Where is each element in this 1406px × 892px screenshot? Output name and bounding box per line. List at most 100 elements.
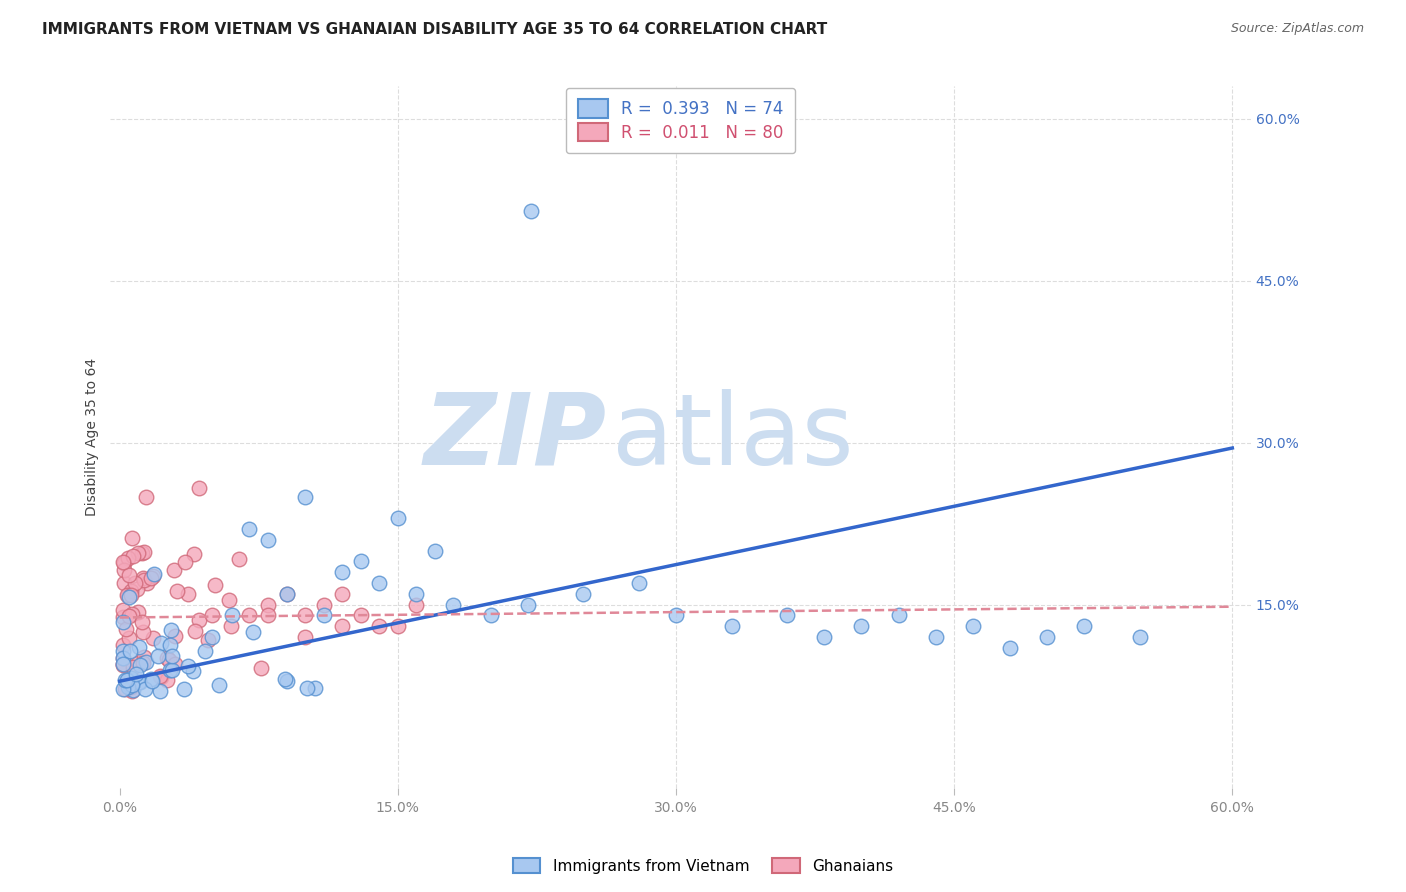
Point: [112, 638, 135, 652]
Point: [131, 547, 153, 561]
Point: [114, 622, 136, 636]
Point: [312, 598, 335, 612]
Point: [162, 663, 184, 677]
Point: [149, 683, 172, 698]
Point: [851, 619, 873, 633]
Point: [132, 625, 155, 640]
Point: [131, 656, 153, 670]
Point: [238, 608, 260, 623]
Point: [122, 549, 145, 564]
Point: [127, 656, 149, 670]
Point: [188, 613, 211, 627]
Point: [118, 678, 141, 692]
Point: [188, 481, 211, 495]
Point: [1129, 630, 1152, 644]
Point: [330, 619, 353, 633]
Point: [141, 673, 163, 688]
Point: [118, 568, 141, 582]
Point: [141, 672, 163, 686]
Point: [813, 630, 835, 644]
Point: [117, 550, 139, 565]
Point: [112, 615, 135, 629]
Point: [1036, 630, 1059, 644]
Point: [121, 607, 143, 621]
Point: [115, 588, 138, 602]
Point: [146, 648, 169, 663]
Point: [132, 650, 155, 665]
Point: [156, 651, 179, 665]
Point: [274, 672, 297, 686]
Point: [166, 583, 188, 598]
Point: [112, 555, 135, 569]
Point: [112, 610, 135, 624]
Point: [150, 670, 173, 684]
Point: [304, 681, 326, 696]
Point: [117, 588, 139, 602]
Point: [387, 619, 409, 633]
Point: [276, 673, 298, 688]
Y-axis label: Disability Age 35 to 64: Disability Age 35 to 64: [86, 359, 100, 516]
Point: [135, 491, 157, 505]
Point: [120, 680, 142, 694]
Point: [132, 573, 155, 587]
Point: [201, 608, 224, 623]
Point: [257, 598, 280, 612]
Point: [350, 608, 373, 623]
Point: [132, 571, 155, 585]
Point: [112, 650, 135, 665]
Point: [156, 673, 179, 687]
Point: [368, 619, 391, 633]
Text: atlas: atlas: [612, 389, 853, 486]
Point: [572, 587, 595, 601]
Text: IMMIGRANTS FROM VIETNAM VS GHANAIAN DISABILITY AGE 35 TO 64 CORRELATION CHART: IMMIGRANTS FROM VIETNAM VS GHANAIAN DISA…: [42, 22, 827, 37]
Point: [405, 587, 427, 601]
Point: [128, 675, 150, 690]
Point: [112, 657, 135, 671]
Point: [134, 681, 156, 696]
Point: [627, 576, 650, 591]
Point: [120, 644, 142, 658]
Point: [127, 546, 149, 560]
Point: [294, 608, 316, 623]
Point: [117, 680, 139, 694]
Point: [160, 648, 183, 663]
Point: [295, 681, 318, 695]
Point: [127, 582, 149, 597]
Point: [776, 608, 799, 623]
Point: [121, 683, 143, 698]
Point: [159, 623, 181, 637]
Point: [125, 666, 148, 681]
Point: [201, 630, 224, 644]
Point: [330, 565, 353, 579]
Point: [228, 552, 250, 566]
Point: [142, 631, 165, 645]
Point: [387, 511, 409, 525]
Point: [887, 608, 910, 623]
Point: [139, 571, 162, 585]
Point: [142, 566, 165, 581]
Point: [197, 632, 219, 647]
Point: [121, 660, 143, 674]
Point: [204, 578, 226, 592]
Point: [114, 673, 136, 687]
Point: [112, 651, 135, 665]
Point: [159, 638, 181, 652]
Point: [163, 630, 186, 644]
Point: [998, 640, 1021, 655]
Point: [177, 659, 200, 673]
Point: [118, 632, 141, 646]
Point: [479, 608, 502, 623]
Point: [131, 615, 153, 630]
Point: [128, 675, 150, 690]
Point: [163, 563, 186, 577]
Point: [112, 576, 135, 591]
Point: [184, 624, 207, 638]
Point: [174, 555, 197, 569]
Point: [118, 609, 141, 624]
Point: [115, 673, 138, 688]
Point: [121, 678, 143, 692]
Point: [112, 658, 135, 673]
Point: [112, 657, 135, 671]
Point: [128, 657, 150, 672]
Point: [173, 682, 195, 697]
